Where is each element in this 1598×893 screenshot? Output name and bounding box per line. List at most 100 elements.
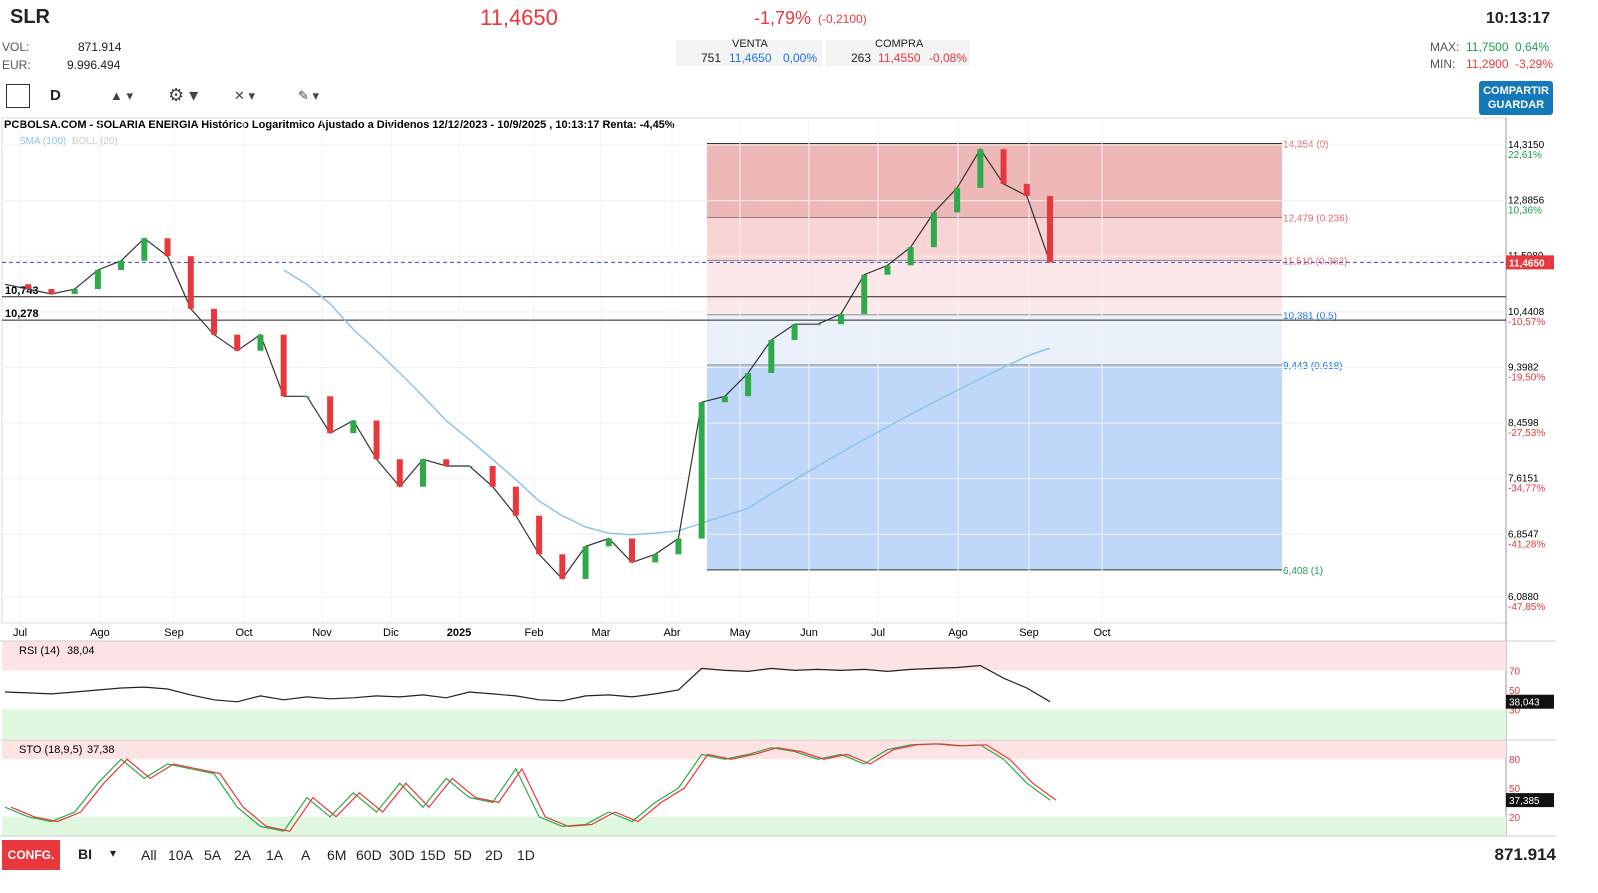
candle [211,308,217,335]
candle [838,313,844,325]
osc-tick: 20 [1509,813,1521,824]
mode-arrow[interactable]: ▾ [110,846,117,860]
y-tick-pct: -0,27% [1508,261,1540,272]
x-tick-label: Jul [13,627,27,639]
x-tick-label: Mar [592,627,611,639]
x-tick-label: Dic [383,627,399,639]
x-tick-label: May [730,627,751,639]
range-button[interactable]: 30D [389,847,415,863]
candle [234,334,241,351]
level-label: 10,278 [5,308,39,320]
vol-label: VOL: [2,40,30,54]
config-button[interactable]: CONFG. [2,840,60,870]
candle [94,270,101,290]
candle [559,554,566,579]
mode[interactable]: BI [78,846,92,862]
range-button[interactable]: 10A [168,847,193,863]
candle [280,334,287,397]
min-label: MIN: [1430,57,1456,71]
candle [745,373,752,397]
candle [1047,195,1053,263]
min-price: 11,2900 [1466,57,1509,71]
candle [303,396,310,398]
x-tick-label: Jun [800,627,818,639]
eur: 9.996.494 [67,58,121,72]
candle [907,247,914,266]
candle [489,465,496,487]
panel-toggle[interactable] [6,84,30,108]
max-label: MAX: [1430,40,1460,54]
range-button[interactable]: 60D [356,847,382,863]
oversold-zone [2,816,1506,836]
fib-label: 12,479 (0.236) [1283,214,1348,225]
change: -1,79% [754,8,812,28]
osc-tick: 50 [1509,784,1521,795]
x-tick-label: Sep [164,627,184,639]
fib-label: 6,408 (1) [1283,566,1323,577]
range-button[interactable]: All [141,847,157,863]
drawing[interactable]: ✎ ▾ [298,88,320,103]
candle [350,420,357,434]
range-button[interactable]: 5D [454,847,472,863]
vol: 871.914 [78,40,122,54]
osc-tag [1506,793,1554,808]
osc-tick: 70 [1509,666,1521,677]
compra-qty: 263 [851,51,872,65]
fib-label: 14,354 (0) [1283,140,1329,151]
candle [420,459,426,487]
period[interactable]: D [50,87,61,104]
range-button[interactable]: 15D [420,847,446,863]
save-text: GUARDAR [1487,99,1545,111]
sma-line [283,269,1051,536]
candle [396,459,403,487]
x-tick-label: Ago [90,627,110,639]
y-tick-label: 6,0880 [1508,592,1539,603]
max-pct: 0,64% [1515,40,1550,54]
compra-box [826,40,970,66]
chart-title: PCBOLSA.COM - SOLARIA ENERGIA Histórico … [4,119,675,131]
compra-pct: -0,08% [929,51,968,65]
share-button[interactable]: COMPARTIR GUARDAR [1479,81,1553,115]
current-label: 11,4650 [1509,258,1545,269]
settings[interactable]: ⚙ ▾ [168,85,199,105]
y-tick-pct: 22,61% [1508,150,1542,161]
candle [675,538,682,555]
range-button[interactable]: 6M [327,847,347,863]
candle [373,420,380,460]
candle [466,465,473,467]
panel-frame [1,117,1507,624]
osc-tag [1506,694,1554,709]
osc-value: 37,38 [87,744,115,756]
x-tick-label: Oct [1093,627,1110,639]
range-button[interactable]: A [301,847,311,863]
candle [721,396,728,403]
oversold-zone [2,709,1506,739]
y-tick-label: 9,3982 [1508,362,1539,373]
price: 11,4650 [480,5,558,30]
overbought-zone [2,740,1506,760]
share-text: COMPARTIR [1483,85,1549,97]
overbought-zone [2,641,1506,671]
range-button[interactable]: 2A [234,847,252,863]
candle [327,396,334,434]
y-tick-label: 8,4598 [1508,418,1539,429]
range-button[interactable]: 2D [485,847,503,863]
indicators[interactable]: ✕ ▾ [234,88,256,103]
y-tick-label: 7,6151 [1508,474,1539,485]
range-button[interactable]: 5A [204,847,222,863]
range-button[interactable]: 1D [517,847,535,863]
x-tick-label: 2025 [447,627,471,639]
candle [768,339,775,374]
chart-type[interactable]: ▲ ▾ [110,88,134,103]
y-tick-label: 14,3150 [1508,140,1545,151]
y-tick-label: 12,8856 [1508,196,1545,207]
range-button[interactable]: 1A [266,847,284,863]
candle [652,554,659,563]
boll-label: BOLL (20) [72,136,118,147]
fib-label: 11,510 (0.382) [1283,256,1347,267]
candle [582,546,589,579]
y-tick-pct: -10,57% [1508,317,1545,328]
candle [48,289,55,294]
y-tick-pct: -47,85% [1508,602,1545,613]
